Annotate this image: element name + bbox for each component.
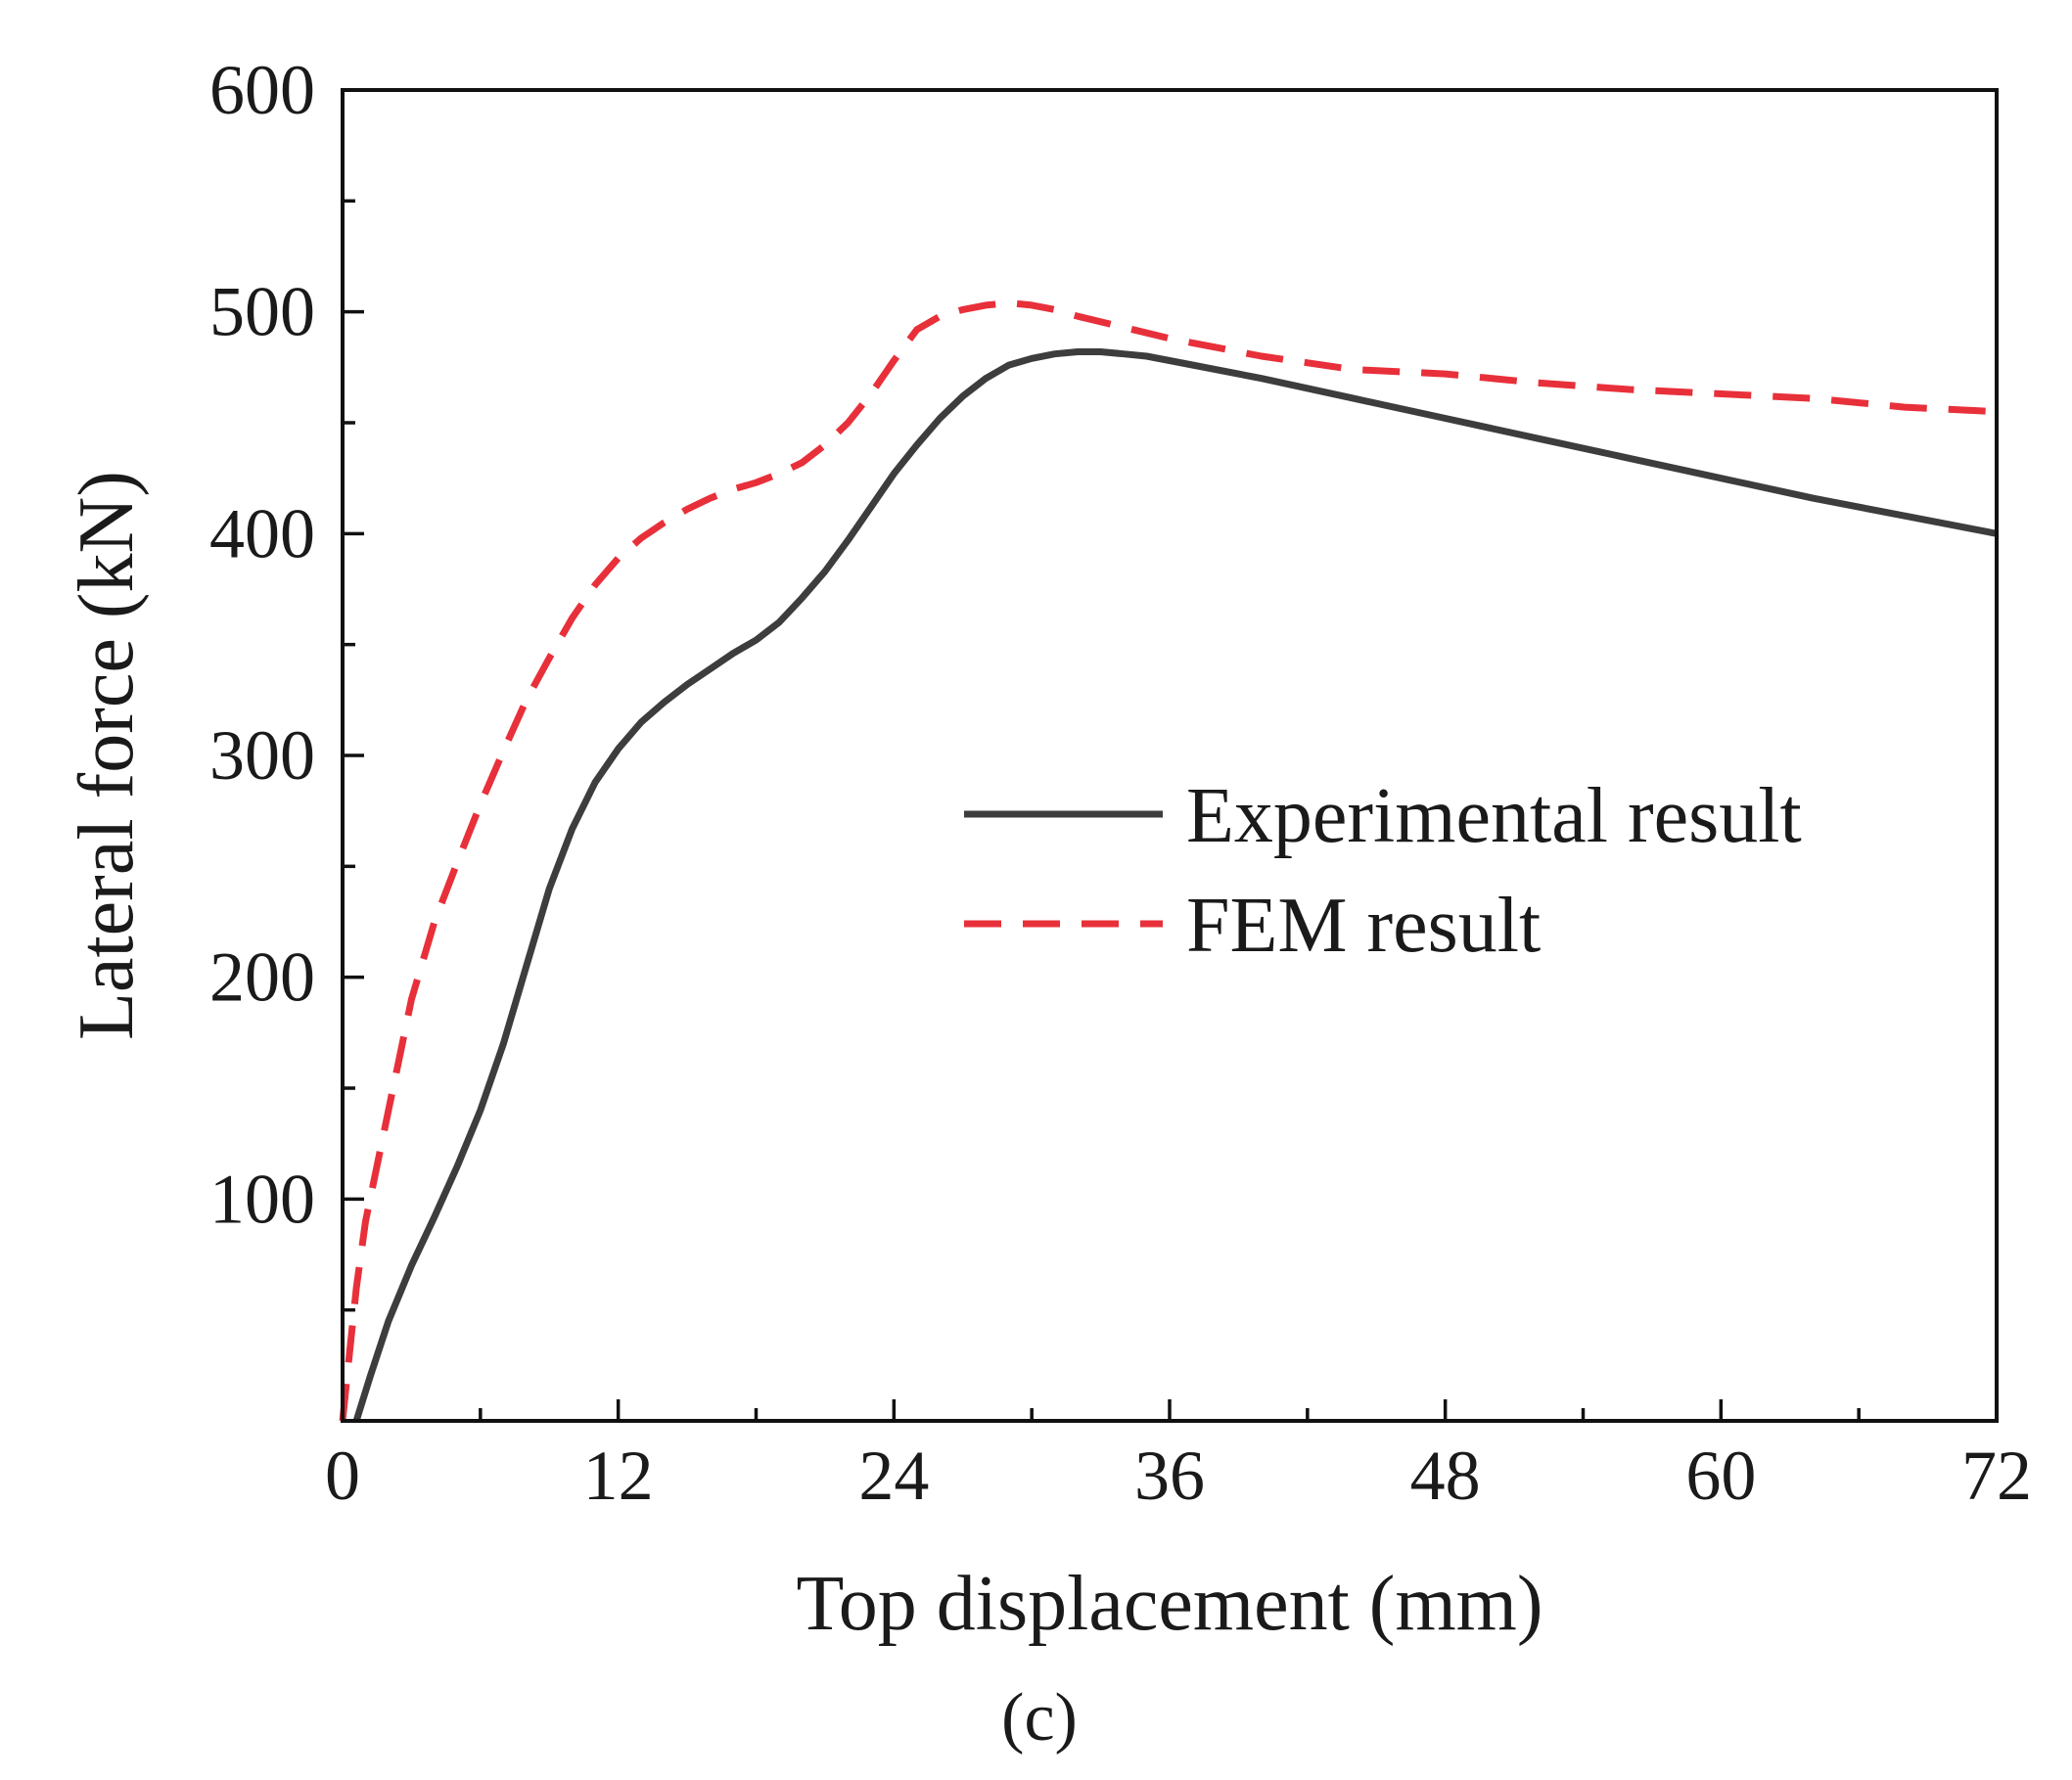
x-tick-label: 36 [1134,1437,1205,1515]
x-tick-label: 24 [858,1437,929,1515]
x-tick-label: 0 [325,1437,360,1515]
plot-frame [341,88,1999,1423]
y-axis-label: Lateral force (kN) [64,471,150,1040]
x-axis-label: Top displacement (mm) [796,1561,1542,1647]
legend-label-fem: FEM result [1186,883,1541,969]
y-axis-ticks: 100 200 300 400 500 600 [209,51,364,1312]
series-line-fem [339,299,1998,1422]
series-layer [339,299,1998,1423]
y-tick-label: 600 [209,51,315,129]
legend-label-experimental: Experimental result [1186,773,1802,859]
x-tick-label: 48 [1410,1437,1481,1515]
x-axis-ticks: 0 12 24 36 48 60 72 [325,1399,2032,1515]
y-tick-label: 500 [209,273,315,351]
x-tick-label: 72 [1961,1437,2032,1515]
y-tick-label: 300 [209,716,315,795]
figure-caption: (c) [1001,1680,1078,1756]
series-line-experimental [352,348,1998,1423]
legend: Experimental result FEM result [964,773,1802,969]
y-tick-label: 100 [209,1160,315,1238]
y-tick-label: 400 [209,494,315,572]
x-tick-label: 12 [583,1437,654,1515]
y-tick-label: 200 [209,938,315,1017]
x-tick-label: 60 [1685,1437,1756,1515]
